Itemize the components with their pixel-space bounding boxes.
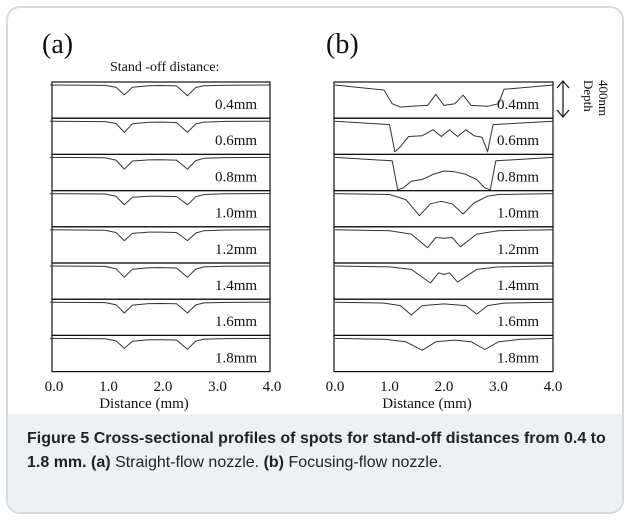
figure-box: (a) (b) Stand -off distance: 0.4mm 0.6mm 0… bbox=[6, 6, 624, 514]
panel-b-profile-line bbox=[334, 156, 554, 191]
figure-plot: (a) (b) Stand -off distance: 0.4mm0.6mm0… bbox=[42, 29, 611, 412]
caption-b-label: (b) bbox=[263, 454, 285, 471]
panel-b-x-tick-label: 1.0 bbox=[380, 379, 399, 395]
panel-a-row-frame bbox=[51, 334, 271, 373]
caption-a-text: Straight-flow nozzle. bbox=[115, 454, 260, 471]
panel-b-row-label: 1.8mm bbox=[497, 350, 539, 366]
panel-a-profile-line bbox=[49, 301, 271, 314]
caption-a-label: (a) bbox=[91, 454, 111, 471]
panel-a-profile-line bbox=[49, 84, 271, 97]
panel-a-header: Stand -off distance: bbox=[110, 60, 219, 75]
caption-background bbox=[8, 414, 622, 512]
panel-a-x-tick-label: 4.0 bbox=[263, 379, 282, 395]
panel-a-row-label: 0.6mm bbox=[215, 133, 257, 149]
panel-b-profile-line bbox=[334, 337, 554, 351]
panel-a-tick-labels: 0.0 1.0 2.0 3.0 4.0 bbox=[45, 379, 282, 395]
panel-a-row-label: 1.0mm bbox=[215, 206, 257, 222]
depth-scale-label: Depth bbox=[581, 80, 596, 112]
panel-b-row-label: 0.6mm bbox=[497, 133, 539, 149]
panel-b-x-tick-label: 4.0 bbox=[544, 379, 563, 395]
panel-a-profile-line bbox=[49, 120, 271, 133]
panel-b-row-label: 1.4mm bbox=[497, 278, 539, 294]
panel-a-profile-line bbox=[49, 156, 271, 170]
panel-a-row-label: 1.6mm bbox=[215, 314, 257, 330]
panel-a-x-tick-label: 1.0 bbox=[99, 379, 118, 395]
panel-b-profile-line bbox=[334, 84, 554, 108]
panel-a-profile-line bbox=[49, 265, 271, 278]
panel-a-row-label: 1.8mm bbox=[215, 350, 257, 366]
panel-a-x-tick-label: 2.0 bbox=[154, 379, 173, 395]
panel-a-profile-line bbox=[49, 193, 271, 206]
panel-a-x-axis-title: Distance (mm) bbox=[99, 396, 189, 412]
panel-a-x-tick-label: 0.0 bbox=[45, 379, 64, 395]
panel-b-x-tick-label: 2.0 bbox=[435, 379, 454, 395]
panel-a-row-label: 0.4mm bbox=[215, 97, 257, 113]
panel-b-x-tick-label: 0.0 bbox=[326, 379, 345, 395]
panel-a-letter: (a) bbox=[42, 29, 73, 60]
depth-scale-value: 400nm bbox=[596, 80, 611, 116]
panel-a-x-tick-label: 3.0 bbox=[208, 379, 227, 395]
panel-b-row-label: 0.4mm bbox=[497, 97, 539, 113]
panel-a-row-label: 0.8mm bbox=[215, 169, 257, 185]
panel-b-profile-line bbox=[334, 193, 554, 217]
panel-b-tick-labels: 0.0 1.0 2.0 3.0 4.0 bbox=[326, 379, 563, 395]
panel-b-x-axis-title: Distance (mm) bbox=[382, 396, 472, 412]
panel-b-x-tick-label: 3.0 bbox=[489, 379, 508, 395]
panel-b-row-label: 1.6mm bbox=[497, 314, 539, 330]
panel-b-profile-line bbox=[334, 229, 554, 249]
panel-a-rows: 0.4mm 0.6mm 0.8mm 1.0mm 1.2mm 1.4mm 1.6mm 1.8mm bbox=[49, 81, 271, 373]
panel-b-profile-line bbox=[334, 301, 554, 316]
figure-caption: Figure 5 Cross-sectional profiles of spo… bbox=[27, 427, 607, 475]
panel-b-profile-line bbox=[334, 120, 554, 153]
panel-a-profile-line bbox=[49, 337, 271, 350]
panel-b-letter: (b) bbox=[326, 29, 359, 60]
caption-figure-label: Figure 5 bbox=[27, 430, 90, 447]
panel-b-rows: 0.4mm 0.6mm 0.8mm 1.0mm 1.2mm 1.4mm 1.6mm 1.8mm bbox=[333, 81, 554, 373]
caption-title: Cross-sectional profiles of spots for st… bbox=[27, 430, 606, 471]
panel-b-row-label: 1.2mm bbox=[497, 242, 539, 258]
panel-a-row-label: 1.4mm bbox=[215, 278, 257, 294]
panel-b-profile-line bbox=[334, 265, 554, 284]
depth-scale-arrow bbox=[556, 80, 570, 118]
panel-b-row-label: 0.8mm bbox=[497, 169, 539, 185]
panel-a-profile-line bbox=[49, 229, 271, 242]
panel-b-row-frame bbox=[333, 334, 554, 373]
panel-b-row-label: 1.0mm bbox=[497, 206, 539, 222]
panel-a-row-label: 1.2mm bbox=[215, 242, 257, 258]
caption-b-text: Focusing-flow nozzle. bbox=[288, 454, 443, 471]
